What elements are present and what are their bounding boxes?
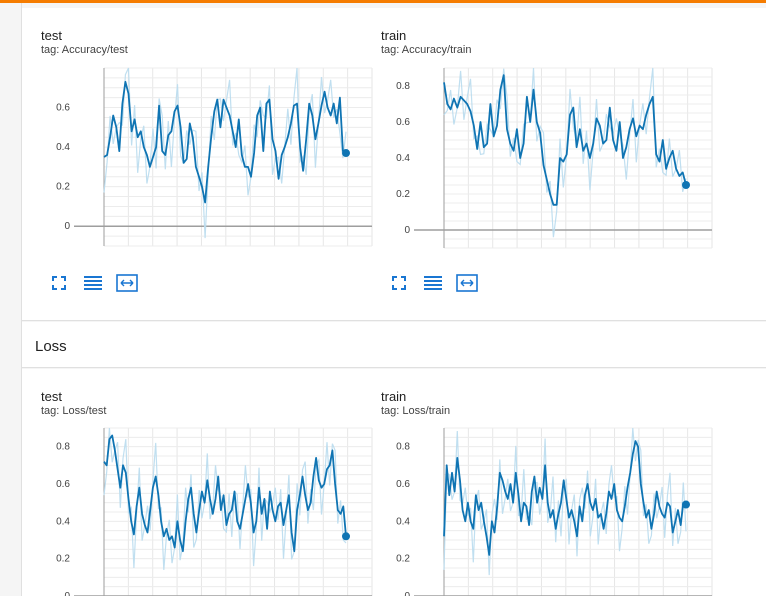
last-value-marker	[682, 500, 690, 509]
loss-section-header[interactable]: Loss	[22, 322, 766, 368]
y-tick-label: 0.2	[396, 554, 410, 565]
chart-card-loss-test: test tag: Loss/test	[41, 389, 371, 418]
fit-domain-icon	[456, 274, 478, 292]
fit-domain-button[interactable]	[456, 274, 478, 292]
smoothed-series-line	[103, 80, 347, 204]
y-tick-label: 0	[404, 225, 410, 236]
left-gutter	[0, 3, 22, 596]
chart-title: train	[381, 389, 407, 404]
chart-tag: tag: Accuracy/test	[41, 44, 128, 56]
raw-series-line	[443, 427, 687, 576]
toggle-lines-button[interactable]	[422, 274, 444, 292]
raw-series-line	[103, 427, 347, 570]
y-tick-label: 0.2	[396, 189, 410, 200]
chart-tag: tag: Loss/test	[41, 405, 107, 417]
toggle-lines-button[interactable]	[82, 274, 104, 292]
fit-domain-icon	[116, 274, 138, 292]
fullscreen-icon	[392, 276, 406, 290]
y-tick-label: 0	[64, 221, 70, 232]
lines-icon	[424, 276, 442, 290]
lines-icon	[84, 276, 102, 290]
y-tick-label: 0.2	[56, 182, 70, 193]
raw-series-line	[443, 67, 687, 238]
y-tick-label: 0.4	[56, 516, 70, 527]
y-tick-label: 0.4	[396, 153, 410, 164]
y-tick-label: 0.6	[396, 479, 410, 490]
chart-title: test	[41, 28, 62, 43]
y-tick-label: 0.2	[56, 554, 70, 565]
expand-chart-button[interactable]	[48, 274, 70, 292]
chart-toolbar-accuracy-test	[48, 274, 138, 292]
y-tick-label: 0.6	[56, 103, 70, 114]
expand-chart-button[interactable]	[388, 274, 410, 292]
y-tick-label: 0	[404, 591, 410, 596]
y-tick-label: 0.6	[396, 117, 410, 128]
chart-card-accuracy-train: train tag: Accuracy/train	[381, 28, 711, 57]
y-tick-label: 0.4	[56, 142, 70, 153]
fullscreen-icon	[52, 276, 66, 290]
loss-train-chart[interactable]: 0 0.2 0.4 0.6 0.8	[386, 427, 716, 596]
chart-card-accuracy-test: test tag: Accuracy/test	[41, 28, 371, 57]
smoothed-series-line	[443, 74, 687, 206]
y-tick-label: 0.4	[396, 516, 410, 527]
smoothed-series-line	[103, 434, 347, 553]
y-tick-label: 0.8	[56, 442, 70, 453]
y-tick-label: 0.6	[56, 479, 70, 490]
loss-test-chart[interactable]: 0 0.2 0.4 0.6 0.8	[46, 427, 376, 596]
last-value-marker	[342, 149, 350, 158]
y-tick-label: 0.8	[396, 81, 410, 92]
last-value-marker	[682, 181, 690, 189]
last-value-marker	[342, 532, 350, 541]
chart-toolbar-accuracy-train	[388, 274, 478, 292]
chart-title: test	[41, 389, 62, 404]
chart-title: train	[381, 28, 407, 43]
accuracy-test-chart[interactable]: 0 0.2 0.4 0.6	[46, 67, 376, 252]
smoothed-series-line	[443, 440, 687, 556]
chart-tag: tag: Accuracy/train	[381, 44, 472, 56]
top-accent-bar	[0, 0, 766, 3]
y-tick-label: 0.8	[396, 442, 410, 453]
chart-tag: tag: Loss/train	[381, 405, 451, 417]
fit-domain-button[interactable]	[116, 274, 138, 292]
chart-card-loss-train: train tag: Loss/train	[381, 389, 711, 418]
accuracy-train-chart[interactable]: 0 0.2 0.4 0.6 0.8	[386, 67, 716, 252]
section-title: Loss	[35, 338, 67, 355]
y-tick-label: 0	[64, 591, 70, 596]
raw-series-line	[103, 67, 347, 239]
